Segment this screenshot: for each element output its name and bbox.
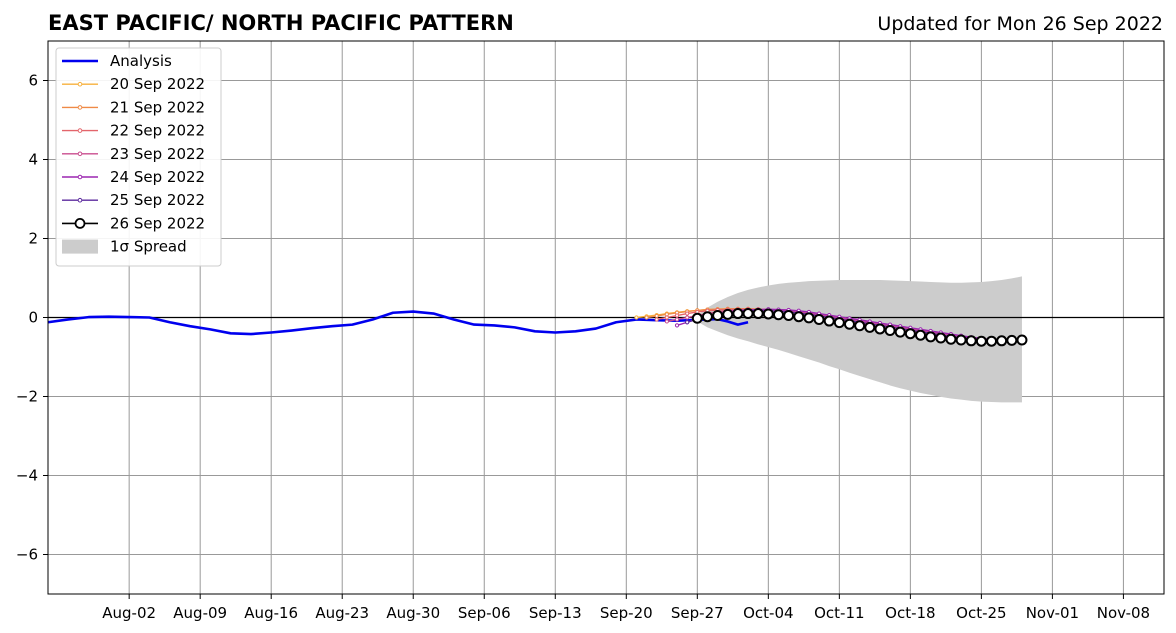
forecast-point bbox=[674, 317, 680, 322]
forecast-point bbox=[783, 310, 795, 322]
forecast-point bbox=[654, 313, 659, 319]
forecast-point bbox=[874, 323, 886, 335]
forecast-point bbox=[955, 334, 967, 346]
y-tick-label: 4 bbox=[28, 151, 38, 169]
updated-label: Updated for Mon 26 Sep 2022 bbox=[877, 13, 1163, 35]
forecast-point bbox=[854, 320, 866, 332]
forecast-point bbox=[654, 317, 659, 322]
x-tick-label: Aug-02 bbox=[102, 604, 156, 622]
forecast-point bbox=[712, 310, 724, 322]
forecast-point bbox=[864, 321, 876, 333]
legend-box bbox=[55, 47, 222, 267]
forecast-point bbox=[803, 312, 815, 324]
legend-swatch-marker bbox=[74, 217, 86, 229]
y-tick-label: 0 bbox=[28, 309, 38, 327]
plot-frame bbox=[47, 40, 1165, 595]
forecast-point bbox=[664, 315, 669, 320]
analysis-line bbox=[47, 310, 749, 336]
forecast-point bbox=[793, 311, 805, 323]
legend-swatch-marker bbox=[77, 174, 83, 180]
forecast-point bbox=[1006, 334, 1018, 346]
x-tick-label: Nov-08 bbox=[1097, 604, 1150, 622]
legend-label: 20 Sep 2022 bbox=[110, 75, 205, 93]
chart-title: EAST PACIFIC/ NORTH PACIFIC PATTERN bbox=[48, 11, 514, 35]
forecast-point bbox=[935, 332, 947, 344]
legend-swatch-marker bbox=[77, 151, 83, 157]
y-tick-label: −6 bbox=[16, 546, 38, 564]
forecast-point bbox=[823, 315, 835, 327]
y-tick-label: −4 bbox=[16, 467, 38, 485]
forecast-point bbox=[843, 318, 855, 330]
forecast-point bbox=[975, 335, 987, 347]
x-tick-label: Aug-23 bbox=[315, 604, 369, 622]
legend-swatch-spread bbox=[62, 239, 98, 254]
forecast-point bbox=[701, 311, 713, 323]
forecast-point bbox=[742, 308, 754, 320]
forecast-point bbox=[833, 317, 845, 329]
x-tick-label: Aug-30 bbox=[386, 604, 440, 622]
legend-label: 24 Sep 2022 bbox=[110, 168, 205, 186]
legend-label: 21 Sep 2022 bbox=[110, 98, 205, 116]
forecast-point bbox=[732, 308, 744, 320]
forecast-point bbox=[945, 333, 957, 345]
legend-label: Analysis bbox=[110, 52, 172, 70]
legend-label: 25 Sep 2022 bbox=[110, 191, 205, 209]
y-tick-label: −2 bbox=[16, 388, 38, 406]
x-tick-label: Sep-13 bbox=[529, 604, 582, 622]
legend-swatch-marker bbox=[77, 197, 83, 203]
forecast-point bbox=[1016, 334, 1028, 346]
forecast-point bbox=[925, 331, 937, 343]
y-tick-label: 6 bbox=[28, 72, 38, 90]
x-tick-label: Nov-01 bbox=[1026, 604, 1079, 622]
x-tick-label: Oct-11 bbox=[814, 604, 864, 622]
x-tick-label: Sep-06 bbox=[458, 604, 511, 622]
legend-label: 1σ Spread bbox=[110, 238, 187, 256]
forecast-point bbox=[884, 325, 896, 337]
forecast-point bbox=[722, 308, 734, 320]
forecast-point bbox=[634, 315, 639, 320]
forecast-point bbox=[664, 319, 669, 324]
legend-swatch-marker bbox=[77, 81, 83, 87]
forecast-point bbox=[965, 335, 977, 347]
forecast-point bbox=[685, 315, 690, 320]
legend-label: 22 Sep 2022 bbox=[110, 122, 205, 140]
forecast-point bbox=[674, 313, 680, 318]
x-tick-label: Oct-04 bbox=[743, 604, 793, 622]
x-tick-label: Aug-09 bbox=[173, 604, 227, 622]
forecast-point bbox=[752, 308, 764, 320]
forecast-point bbox=[772, 309, 784, 321]
forecast-point bbox=[904, 328, 916, 340]
x-tick-label: Sep-27 bbox=[671, 604, 724, 622]
forecast-point bbox=[674, 323, 680, 328]
legend-swatch-marker bbox=[77, 128, 83, 133]
legend-label: 26 Sep 2022 bbox=[110, 214, 205, 232]
legend-label: 23 Sep 2022 bbox=[110, 145, 205, 163]
forecast-point bbox=[685, 320, 690, 325]
y-tick-label: 2 bbox=[28, 230, 38, 248]
forecast-point bbox=[996, 335, 1008, 347]
legend-swatch-marker bbox=[77, 105, 83, 110]
forecast-line-3 bbox=[666, 308, 1002, 342]
forecast-point bbox=[813, 313, 825, 325]
legend: Analysis 20 Sep 2022 21 Sep 2022 22 Sep 202… bbox=[55, 47, 222, 267]
forecast-point bbox=[762, 308, 774, 320]
x-tick-label: Oct-25 bbox=[956, 604, 1006, 622]
x-tick-label: Oct-18 bbox=[885, 604, 935, 622]
forecast-point bbox=[915, 329, 927, 341]
forecast-point bbox=[691, 312, 703, 324]
forecast-point bbox=[644, 315, 649, 320]
x-tick-label: Aug-16 bbox=[244, 604, 298, 622]
forecast-point bbox=[986, 335, 998, 347]
axes: Aug-02 Aug-09 Aug-16 Aug-23 Aug-30 Sep-06 Sep-… bbox=[16, 40, 1165, 622]
forecast-point bbox=[685, 311, 690, 316]
series-group bbox=[47, 306, 1028, 347]
forecast-point bbox=[894, 326, 906, 338]
x-tick-label: Sep-20 bbox=[600, 604, 653, 622]
